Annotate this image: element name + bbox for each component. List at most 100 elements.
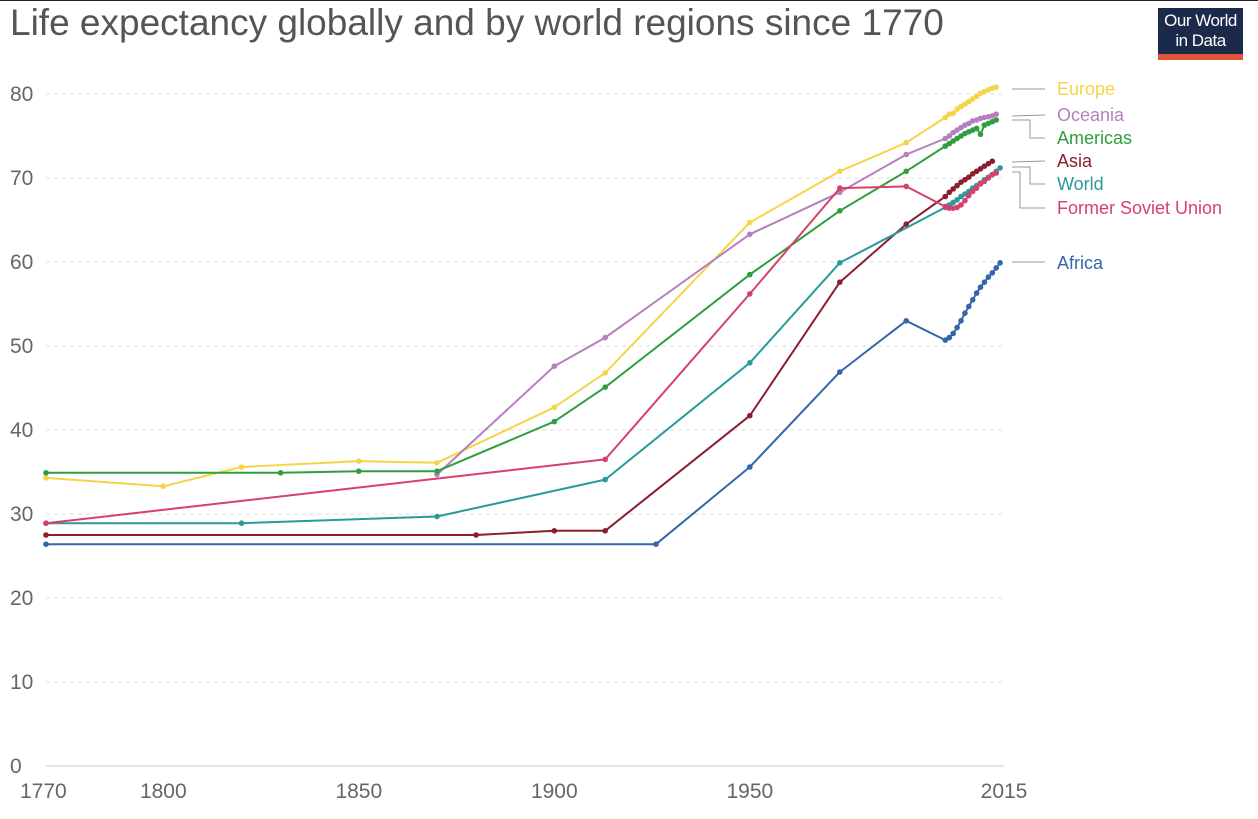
series-asia <box>43 158 996 538</box>
series-africa <box>43 260 1003 547</box>
data-point <box>942 135 949 142</box>
data-point <box>747 271 753 278</box>
data-point <box>837 208 843 214</box>
x-tick-label: 2015 <box>981 780 1028 803</box>
data-point <box>747 464 753 470</box>
data-point <box>43 475 49 481</box>
data-point <box>238 464 245 470</box>
data-point <box>958 318 964 324</box>
data-point <box>903 183 909 190</box>
legend-label: Former Soviet Union <box>1057 198 1222 218</box>
data-point <box>973 125 980 132</box>
data-point <box>966 174 972 180</box>
data-point <box>160 483 167 490</box>
series-americas <box>43 117 999 476</box>
series-former-soviet-union <box>43 170 999 526</box>
data-point <box>997 260 1003 266</box>
data-point <box>942 193 949 200</box>
data-point <box>434 513 440 520</box>
series-line <box>45 172 997 525</box>
data-point <box>602 370 608 376</box>
legend-connector <box>1011 160 1046 163</box>
legend-connector <box>1012 171 1045 209</box>
y-tick-label: 60 <box>10 251 33 274</box>
data-point <box>43 541 49 547</box>
legend-label: Americas <box>1057 128 1132 148</box>
y-tick-label: 70 <box>10 167 33 190</box>
data-point <box>946 189 953 196</box>
data-point <box>356 468 362 475</box>
data-point <box>903 151 909 158</box>
grid-lines <box>46 93 1004 767</box>
data-point <box>747 231 753 238</box>
legend-connector <box>1011 114 1046 117</box>
data-point <box>837 369 843 375</box>
data-point <box>747 360 753 366</box>
logo-line-2: in Data <box>1175 31 1226 50</box>
data-point <box>954 197 960 203</box>
data-point <box>946 205 953 211</box>
series-line <box>45 86 997 488</box>
data-point <box>985 274 992 280</box>
data-point <box>356 458 362 464</box>
data-point <box>993 265 999 271</box>
data-point <box>954 182 960 189</box>
data-point <box>946 334 953 341</box>
data-point <box>973 185 980 191</box>
data-point <box>962 197 968 204</box>
data-point <box>950 110 956 117</box>
x-tick-label: 1950 <box>726 780 773 803</box>
data-point <box>602 456 608 463</box>
data-point <box>747 291 753 297</box>
data-point <box>837 185 843 191</box>
data-point <box>993 84 999 91</box>
data-point <box>602 334 608 341</box>
data-point <box>551 363 558 370</box>
data-point <box>43 470 49 476</box>
data-point <box>981 279 988 286</box>
x-tick-label: 1850 <box>335 780 382 803</box>
data-point <box>997 165 1003 171</box>
data-point <box>602 476 608 483</box>
data-point <box>981 163 988 169</box>
series-line <box>46 160 993 536</box>
y-tick-label: 30 <box>10 503 33 526</box>
series-line <box>46 262 1001 546</box>
y-tick-label: 20 <box>10 587 33 610</box>
x-tick-label: 1900 <box>531 780 578 803</box>
legend-label: Oceania <box>1057 105 1125 125</box>
owid-logo[interactable]: Our World in Data <box>1158 8 1243 60</box>
data-point <box>969 297 976 303</box>
data-point <box>434 468 440 475</box>
data-point <box>942 337 949 343</box>
y-tick-label: 0 <box>10 755 22 778</box>
data-point <box>989 270 996 276</box>
data-point <box>43 532 49 538</box>
legend-connector <box>1012 166 1045 185</box>
data-point <box>966 303 972 310</box>
y-tick-label: 80 <box>10 83 33 106</box>
data-point <box>962 310 968 317</box>
data-point <box>985 175 992 181</box>
series-line <box>46 119 997 474</box>
series-layer <box>43 84 1003 547</box>
series-europe <box>43 84 999 490</box>
legend-label: Europe <box>1057 79 1115 99</box>
data-point <box>950 330 956 337</box>
x-axis: 1770 1800 1850 1900 1950 2015 <box>20 780 1027 803</box>
data-point <box>653 541 659 547</box>
data-point <box>993 111 999 117</box>
data-point <box>277 470 284 476</box>
data-point <box>903 318 909 324</box>
data-point <box>981 178 988 185</box>
series-oceania <box>434 111 999 478</box>
data-point <box>602 384 608 391</box>
data-point <box>903 221 909 227</box>
y-axis: 0 10 20 30 40 50 60 70 80 <box>10 83 33 778</box>
chart-title: Life expectancy globally and by world re… <box>10 2 944 43</box>
data-point <box>973 290 980 296</box>
legend-label: Asia <box>1057 151 1093 171</box>
data-point <box>993 170 999 176</box>
data-point <box>969 188 976 195</box>
